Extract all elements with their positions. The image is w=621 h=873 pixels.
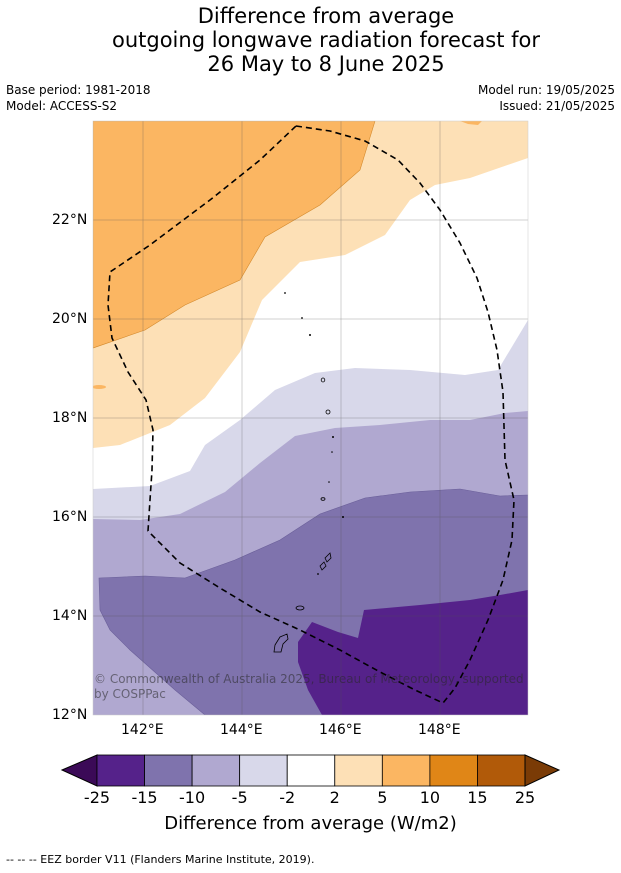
lon-label-144e: 144°E [220, 722, 263, 738]
colorbar-cells [96, 754, 526, 787]
colorbar-tick-label: 15 [467, 788, 488, 807]
islet [328, 481, 330, 483]
colorbar-tick-label: 2 [329, 788, 340, 807]
zone-plus-5-small [460, 121, 482, 125]
lon-label-146e: 146°E [319, 722, 362, 738]
meta-left: Base period: 1981-2018 Model: ACCESS-S2 [6, 82, 151, 114]
colorbar-tick-label: -15 [131, 788, 158, 807]
islet [331, 451, 333, 453]
lon-label-148e: 148°E [418, 722, 461, 738]
title-line-2: outgoing longwave radiation forecast for [111, 28, 541, 52]
colorbar-tick-label: -2 [279, 788, 296, 807]
colorbar-max-extend [524, 754, 561, 787]
islet [317, 573, 319, 575]
lat-label-14n: 14°N [52, 608, 88, 624]
island-saipan [324, 552, 332, 563]
model-name: Model: ACCESS-S2 [6, 99, 118, 113]
base-period: Base period: 1981-2018 [6, 83, 151, 97]
islet [332, 436, 334, 438]
island-pagan [325, 409, 331, 415]
colorbar-cell [381, 754, 431, 787]
colorbar-min-extend [60, 754, 98, 787]
model-run: Model run: 19/05/2025 [477, 83, 615, 97]
lat-label-22n: 22°N [52, 212, 88, 228]
graticule [93, 121, 528, 715]
title-line-1: Difference from average [197, 4, 455, 28]
lat-label-12n: 12°N [52, 707, 88, 723]
eez-border [107, 125, 515, 704]
colorbar-tick-label: 10 [419, 788, 441, 807]
lon-label-142e: 142°E [121, 722, 164, 738]
island-guam [273, 633, 289, 653]
island-anatahan [320, 497, 326, 501]
colorbar-cell [144, 754, 193, 787]
islet [301, 317, 303, 319]
colorbar-tick-label: 5 [377, 788, 388, 807]
zone-plus-5-to-10 [93, 121, 376, 349]
colorbar-cell [477, 754, 526, 787]
colorbar-tick-label: -25 [83, 788, 111, 807]
colorbar-tick-label: -5 [231, 788, 248, 807]
islets [284, 292, 344, 575]
colorbar-cell [334, 754, 383, 787]
chart-title: Difference from average outgoing longwav… [0, 4, 621, 76]
islet [284, 292, 286, 294]
island-agrihan [320, 377, 326, 383]
map-frame [92, 120, 529, 716]
colorbar-cell [429, 754, 478, 787]
colorbar-tick-label: -10 [179, 788, 206, 807]
issued-date: Issued: 21/05/2025 [499, 99, 615, 113]
title-line-3: 26 May to 8 June 2025 [207, 52, 445, 76]
colorbar-cell [239, 754, 288, 787]
meta-right: Model run: 19/05/2025 Issued: 21/05/2025 [478, 82, 615, 114]
colorbar-label: Difference from average (W/m2) [164, 813, 457, 834]
colorbar-cell [286, 754, 336, 787]
lat-label-20n: 20°N [52, 311, 88, 327]
lat-label-18n: 18°N [52, 410, 88, 426]
eez-legend-note: -- -- -- EEZ border V11 (Flanders Marine… [6, 853, 315, 866]
colorbar-cell [96, 754, 145, 787]
colorbar-tick-label: 25 [514, 788, 536, 807]
colorbar-cell [191, 754, 241, 787]
islet [309, 334, 311, 336]
zone-minus-15-to-25 [298, 590, 528, 715]
islands [273, 377, 332, 653]
lat-label-16n: 16°N [52, 509, 88, 525]
island-rota [295, 605, 305, 611]
copyright-notice: © Commonwealth of Australia 2025, Bureau… [94, 672, 524, 701]
zone-plus-5-dot [93, 385, 106, 389]
islet [342, 516, 344, 518]
island-tinian [319, 561, 327, 571]
